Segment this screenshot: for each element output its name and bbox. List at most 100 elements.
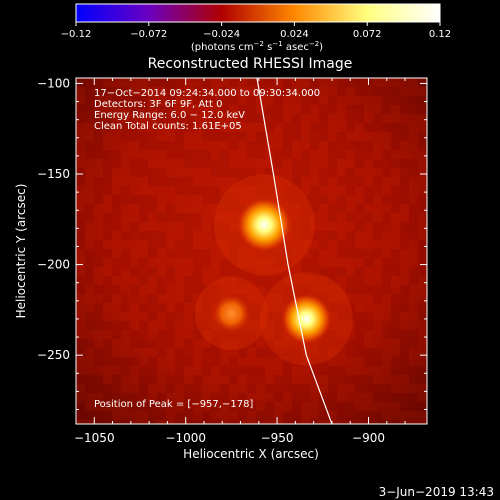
texture-cell bbox=[166, 276, 175, 285]
texture-cell bbox=[382, 195, 391, 204]
peak-position-label: Position of Peak = [−957,−178] bbox=[94, 399, 253, 410]
texture-cell bbox=[328, 96, 337, 105]
texture-cell bbox=[418, 258, 427, 267]
texture-cell bbox=[283, 393, 292, 402]
texture-cell bbox=[85, 204, 94, 213]
texture-cell bbox=[166, 357, 175, 366]
texture-cell bbox=[157, 348, 166, 357]
texture-cell bbox=[193, 249, 202, 258]
texture-cell bbox=[391, 294, 400, 303]
texture-cell bbox=[202, 186, 211, 195]
texture-cell bbox=[283, 375, 292, 384]
texture-cell bbox=[319, 114, 328, 123]
texture-cell bbox=[274, 348, 283, 357]
texture-cell bbox=[85, 96, 94, 105]
texture-cell bbox=[202, 267, 211, 276]
texture-cell bbox=[175, 339, 184, 348]
texture-cell bbox=[418, 411, 427, 420]
texture-cell bbox=[364, 348, 373, 357]
texture-cell bbox=[328, 249, 337, 258]
texture-cell bbox=[76, 285, 85, 294]
texture-cell bbox=[301, 123, 310, 132]
texture-cell bbox=[166, 87, 175, 96]
texture-cell bbox=[301, 258, 310, 267]
texture-cell bbox=[337, 87, 346, 96]
texture-cell bbox=[274, 258, 283, 267]
texture-cell bbox=[148, 276, 157, 285]
texture-cell bbox=[382, 159, 391, 168]
texture-cell bbox=[85, 222, 94, 231]
texture-cell bbox=[175, 375, 184, 384]
texture-cell bbox=[256, 375, 265, 384]
texture-cell bbox=[292, 186, 301, 195]
texture-cell bbox=[328, 420, 337, 424]
chart-title: Reconstructed RHESSI Image bbox=[148, 56, 353, 72]
texture-cell bbox=[292, 420, 301, 424]
texture-cell bbox=[157, 339, 166, 348]
texture-cell bbox=[328, 159, 337, 168]
texture-cell bbox=[148, 258, 157, 267]
texture-cell bbox=[391, 285, 400, 294]
texture-cell bbox=[364, 393, 373, 402]
texture-cell bbox=[310, 240, 319, 249]
texture-cell bbox=[202, 384, 211, 393]
texture-cell bbox=[76, 204, 85, 213]
texture-cell bbox=[247, 267, 256, 276]
y-axis-label: Heliocentric Y (arcsec) bbox=[14, 184, 28, 319]
texture-cell bbox=[157, 114, 166, 123]
texture-cell bbox=[76, 348, 85, 357]
texture-cell bbox=[310, 357, 319, 366]
texture-cell bbox=[184, 312, 193, 321]
texture-cell bbox=[229, 186, 238, 195]
texture-cell bbox=[193, 213, 202, 222]
texture-cell bbox=[337, 366, 346, 375]
texture-cell bbox=[355, 393, 364, 402]
texture-cell bbox=[337, 222, 346, 231]
texture-cell bbox=[265, 366, 274, 375]
texture-cell bbox=[229, 276, 238, 285]
texture-cell bbox=[121, 312, 130, 321]
texture-cell bbox=[175, 186, 184, 195]
texture-cell bbox=[247, 384, 256, 393]
texture-cell bbox=[373, 411, 382, 420]
texture-cell bbox=[364, 132, 373, 141]
texture-cell bbox=[184, 150, 193, 159]
texture-cell bbox=[319, 186, 328, 195]
texture-cell bbox=[274, 420, 283, 424]
texture-cell bbox=[409, 303, 418, 312]
texture-cell bbox=[328, 366, 337, 375]
texture-cell bbox=[364, 150, 373, 159]
texture-cell bbox=[238, 240, 247, 249]
texture-cell bbox=[391, 339, 400, 348]
texture-cell bbox=[229, 285, 238, 294]
texture-cell bbox=[103, 384, 112, 393]
texture-cell bbox=[211, 375, 220, 384]
texture-cell bbox=[292, 240, 301, 249]
texture-cell bbox=[139, 204, 148, 213]
texture-cell bbox=[202, 276, 211, 285]
texture-cell bbox=[364, 213, 373, 222]
texture-cell bbox=[382, 258, 391, 267]
texture-cell bbox=[418, 186, 427, 195]
texture-cell bbox=[193, 177, 202, 186]
texture-cell bbox=[103, 132, 112, 141]
texture-cell bbox=[382, 393, 391, 402]
texture-cell bbox=[409, 384, 418, 393]
texture-cell bbox=[130, 267, 139, 276]
texture-cell bbox=[373, 231, 382, 240]
texture-cell bbox=[364, 249, 373, 258]
texture-cell bbox=[247, 330, 256, 339]
texture-cell bbox=[211, 240, 220, 249]
texture-cell bbox=[112, 303, 121, 312]
texture-cell bbox=[202, 420, 211, 424]
texture-cell bbox=[175, 303, 184, 312]
texture-cell bbox=[193, 312, 202, 321]
texture-cell bbox=[409, 294, 418, 303]
texture-cell bbox=[328, 384, 337, 393]
texture-cell bbox=[418, 204, 427, 213]
texture-cell bbox=[283, 267, 292, 276]
texture-cell bbox=[283, 384, 292, 393]
texture-cell bbox=[400, 312, 409, 321]
texture-cell bbox=[175, 105, 184, 114]
texture-cell bbox=[373, 276, 382, 285]
